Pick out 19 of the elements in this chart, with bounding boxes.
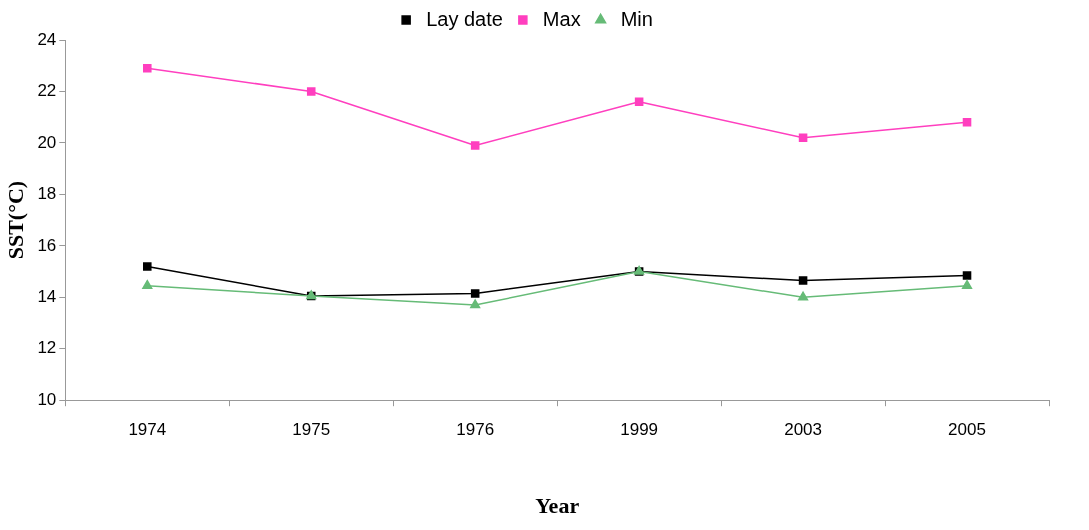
x-axis-title: Year [535, 493, 580, 519]
x-tick-label: 1974 [128, 420, 167, 440]
y-axis-title: SST(°C) [2, 180, 28, 260]
x-tick-label: 1976 [456, 420, 495, 440]
x-tick-label: 2003 [784, 420, 822, 440]
legend-label: Lay date [426, 7, 503, 30]
y-tick-label: 18 [37, 184, 57, 204]
x-tick-label: 1975 [292, 420, 331, 440]
y-tick-label: 14 [37, 286, 57, 306]
x-tick-label: 2005 [948, 420, 986, 440]
x-tick-label: 1999 [620, 420, 659, 440]
y-tick-label: 24 [37, 29, 57, 49]
legend-label: Min [620, 7, 653, 30]
y-tick-label: 10 [37, 389, 57, 409]
y-tick-label: 16 [37, 235, 57, 255]
legend-label: Max [542, 7, 581, 30]
y-tick-label: 22 [37, 81, 57, 101]
y-tick-label: 12 [37, 338, 57, 358]
y-tick-label: 20 [37, 132, 57, 152]
